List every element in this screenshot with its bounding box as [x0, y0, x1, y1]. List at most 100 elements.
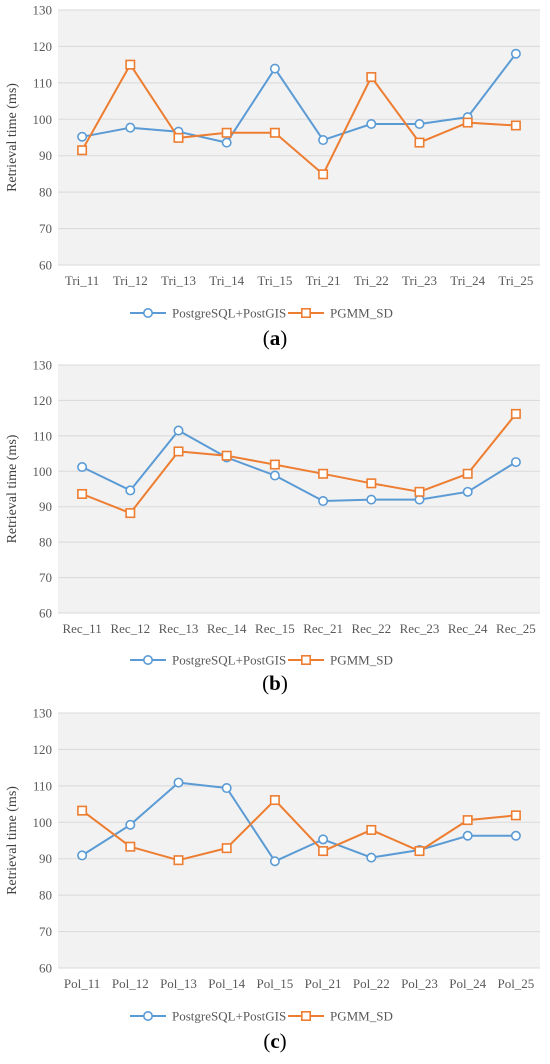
y-tick-label: 120 [33, 39, 53, 54]
x-tick-label: Pol_12 [112, 976, 149, 991]
x-tick-label: Tri_12 [113, 273, 148, 288]
y-tick-label: 110 [33, 428, 52, 443]
plot-area [58, 713, 540, 968]
x-tick-label: Tri_11 [65, 273, 99, 288]
data-point [125, 485, 136, 496]
data-point [269, 470, 280, 481]
y-tick-label: 130 [33, 706, 53, 721]
series-line-2 [81, 799, 516, 862]
data-point [510, 810, 521, 821]
y-tick-label: 90 [39, 851, 52, 866]
data-point [221, 783, 232, 794]
legend: PostgreSQL+PostGIS PGMM_SD [130, 306, 393, 321]
data-point [269, 127, 280, 138]
x-tick-label: Pol_11 [64, 976, 100, 991]
y-tick-label: 70 [39, 221, 52, 236]
data-point [125, 819, 136, 830]
data-point [221, 137, 232, 148]
data-point [366, 824, 377, 835]
data-point [510, 457, 521, 468]
x-tick-label: Pol_24 [449, 976, 486, 991]
legend-label: PostgreSQL+PostGIS [172, 1009, 286, 1024]
data-point [173, 446, 184, 457]
x-tick-label: Pol_14 [208, 976, 245, 991]
y-tick-label: 120 [33, 393, 53, 408]
legend-label: PGMM_SD [330, 653, 393, 668]
data-point [318, 846, 329, 857]
data-point [510, 120, 521, 131]
x-tick-label: Pol_22 [353, 976, 390, 991]
data-point [462, 468, 473, 479]
data-point [414, 486, 425, 497]
data-point [510, 830, 521, 841]
panel-label: (a) [263, 326, 288, 350]
data-point [221, 843, 232, 854]
x-tick-label: Rec_25 [496, 621, 536, 636]
x-tick-label: Rec_24 [448, 621, 488, 636]
legend-label: PGMM_SD [330, 306, 393, 321]
y-tick-label: 110 [33, 75, 52, 90]
y-tick-label: 60 [39, 606, 52, 621]
y-tick-label: 120 [33, 742, 53, 757]
data-point [173, 855, 184, 866]
x-tick-label: Rec_14 [207, 621, 247, 636]
x-tick-label: Pol_25 [497, 976, 534, 991]
data-point [77, 462, 88, 473]
data-point [269, 63, 280, 74]
x-tick-label: Tri_21 [306, 273, 341, 288]
data-point [462, 117, 473, 128]
data-point [125, 508, 136, 519]
series-line-1 [81, 781, 516, 863]
data-point [366, 72, 377, 83]
data-point [77, 145, 88, 156]
y-tick-label: 100 [33, 112, 53, 127]
legend-marker [143, 654, 154, 665]
data-point [173, 777, 184, 788]
x-tick-label: Rec_13 [159, 621, 199, 636]
data-point [318, 496, 329, 507]
x-tick-label: Pol_13 [160, 976, 197, 991]
y-tick-label: 90 [39, 148, 52, 163]
legend-marker [143, 307, 154, 318]
series-line-1 [81, 53, 517, 144]
y-tick-label: 130 [33, 358, 53, 373]
legend-marker [300, 307, 311, 318]
x-tick-label: Rec_12 [110, 621, 150, 636]
data-point [173, 132, 184, 143]
plot-area [58, 10, 540, 265]
y-tick-label: 80 [39, 535, 52, 550]
data-point [77, 850, 88, 861]
data-point [462, 815, 473, 826]
y-tick-label: 100 [33, 464, 53, 479]
data-point [173, 425, 184, 436]
y-tick-label: 70 [39, 570, 52, 585]
chart-panel-b: 60 70 80 90 100 110 120 130 Retrieval time (ms) R… [5, 358, 540, 695]
legend: PostgreSQL+PostGIS PGMM_SD [130, 653, 393, 668]
data-point [269, 459, 280, 470]
chart-panel-c: 60 70 80 90 100 110 120 130 Retrieval time (ms) P… [5, 706, 540, 1053]
chart-panel-a: 60 70 80 90 100 110 120 130 Retrieval time (ms) T… [5, 3, 540, 350]
data-point [221, 450, 232, 461]
x-tick-label: Tri_22 [354, 273, 389, 288]
x-tick-label: Rec_11 [62, 621, 101, 636]
y-tick-label: 60 [39, 961, 52, 976]
y-axis-title: Retrieval time (ms) [5, 83, 20, 192]
data-point [510, 48, 521, 59]
data-point [125, 59, 136, 70]
data-point [414, 119, 425, 130]
data-point [414, 137, 425, 148]
legend: PostgreSQL+PostGIS PGMM_SD [130, 1009, 393, 1024]
x-tick-label: Tri_24 [450, 273, 485, 288]
panel-label: (c) [263, 1029, 286, 1053]
series-line-2 [81, 413, 517, 515]
data-point [366, 494, 377, 505]
x-tick-label: Tri_15 [257, 273, 292, 288]
data-point [269, 856, 280, 867]
data-point [510, 408, 521, 419]
x-tick-label: Rec_22 [351, 621, 391, 636]
y-tick-label: 60 [39, 258, 52, 273]
y-tick-label: 100 [33, 815, 53, 830]
data-point [77, 805, 88, 816]
x-tick-label: Tri_25 [498, 273, 533, 288]
